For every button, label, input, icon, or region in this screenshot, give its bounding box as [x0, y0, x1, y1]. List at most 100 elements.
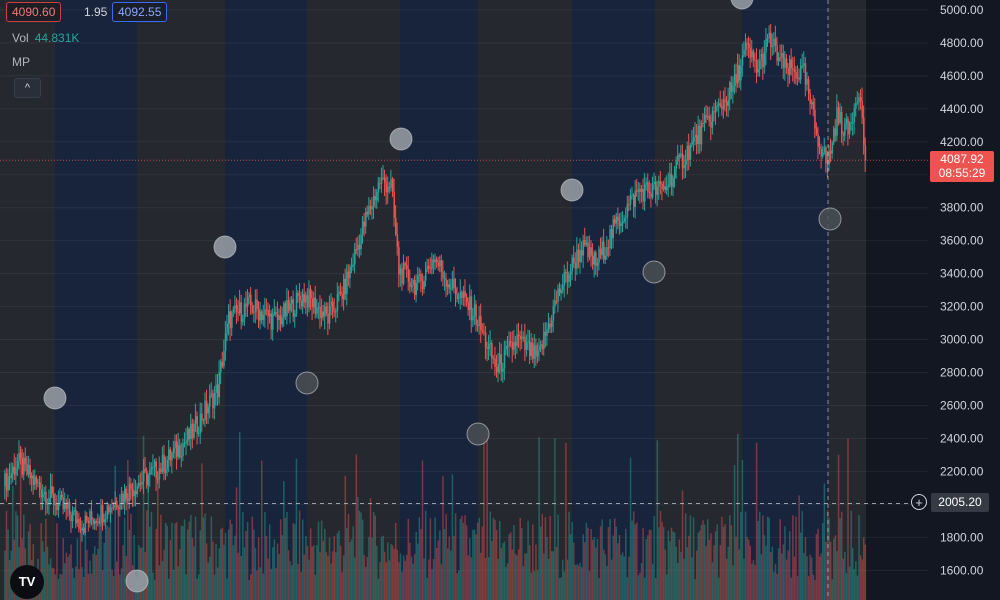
- bid-price[interactable]: 4090.60: [6, 2, 62, 22]
- candle-body: [533, 345, 536, 359]
- volume-bar: [412, 563, 414, 600]
- candle-body: [615, 216, 618, 224]
- volume-bar: [722, 527, 725, 600]
- candle-body: [806, 79, 808, 85]
- candle-body: [442, 271, 444, 279]
- volume-bar: [103, 542, 105, 600]
- volume-bar: [301, 519, 304, 600]
- ask-price[interactable]: 4092.55: [112, 2, 168, 22]
- candle-body: [62, 497, 65, 510]
- candle-body: [84, 515, 87, 534]
- volume-bar: [407, 518, 410, 600]
- candle-body: [18, 452, 20, 461]
- volume-bar: [795, 516, 797, 600]
- candle-body: [366, 211, 369, 215]
- volume-bar: [413, 554, 416, 600]
- volume-bar: [670, 527, 673, 600]
- candle-body: [760, 53, 763, 61]
- candle-body: [243, 303, 246, 320]
- candle-body: [164, 469, 167, 473]
- volume-bar: [276, 543, 279, 600]
- volume-bar: [446, 548, 449, 600]
- add-alert-icon[interactable]: +: [911, 494, 927, 510]
- candle-body: [311, 298, 314, 308]
- volume-bar: [100, 522, 102, 600]
- session-marker-icon: [818, 207, 842, 231]
- candle-body: [147, 475, 150, 486]
- candle-body: [489, 342, 492, 344]
- volume-bar: [205, 543, 208, 600]
- session-marker-icon: [642, 260, 666, 284]
- candle-body: [592, 255, 594, 265]
- volume-bar: [60, 574, 63, 600]
- volume-bar: [8, 560, 11, 600]
- volume-bar: [585, 522, 588, 600]
- candle-body: [235, 305, 238, 312]
- candle-body: [610, 229, 613, 239]
- volume-bar: [484, 558, 487, 600]
- candle-body: [100, 504, 102, 523]
- candle-body: [644, 184, 646, 202]
- volume-bar: [275, 567, 277, 600]
- candle-body: [617, 216, 619, 222]
- candle-body: [253, 311, 255, 313]
- session-marker-icon: [389, 127, 413, 151]
- volume-bar: [588, 570, 591, 600]
- volume-bar: [12, 485, 14, 600]
- session-marker-icon: [466, 422, 490, 446]
- candle-body: [185, 440, 187, 443]
- volume-bar: [639, 572, 641, 600]
- tradingview-logo-icon[interactable]: TV: [10, 565, 44, 599]
- candle-body: [273, 312, 276, 315]
- candle-body: [215, 384, 217, 393]
- candle-body: [486, 347, 488, 349]
- volume-bar: [234, 535, 236, 600]
- volume-bar: [98, 515, 101, 600]
- volume-bar: [213, 574, 216, 600]
- candle-body: [201, 413, 203, 421]
- candle-body: [670, 173, 673, 188]
- candle-body: [338, 291, 340, 295]
- collapse-legend-button[interactable]: ^: [14, 78, 41, 98]
- volume-bar: [256, 570, 258, 600]
- volume-bar: [735, 536, 737, 600]
- volume-bar: [752, 560, 755, 600]
- volume-bar: [721, 516, 723, 600]
- volume-bar: [190, 514, 192, 600]
- volume-bar: [645, 539, 648, 600]
- candle-body: [246, 297, 249, 307]
- candle-body: [144, 469, 146, 471]
- indicator-label[interactable]: MP: [12, 55, 30, 69]
- volume-bar: [483, 438, 485, 600]
- volume-bar: [525, 553, 528, 600]
- volume-bar: [172, 569, 175, 600]
- candle-body: [752, 50, 755, 61]
- y-tick-label: 1800.00: [940, 530, 984, 544]
- volume-bar: [574, 564, 577, 600]
- volume-bar: [757, 521, 759, 600]
- volume-bar: [399, 553, 402, 600]
- volume-bar: [445, 513, 447, 600]
- candle-body: [833, 128, 835, 143]
- candle-body: [284, 303, 287, 317]
- candle-body: [623, 218, 626, 222]
- volume-bar: [596, 538, 599, 600]
- volume-bar: [202, 517, 205, 600]
- volume-bar: [344, 475, 347, 600]
- volume-bar: [743, 558, 745, 600]
- candle-body: [811, 101, 813, 105]
- candle-body: [70, 514, 72, 522]
- candle-body: [465, 296, 468, 303]
- volume-bar: [372, 511, 375, 600]
- candle-body: [582, 239, 585, 256]
- volume-bar: [393, 548, 395, 600]
- volume-bar: [331, 551, 334, 600]
- candle-body: [136, 486, 139, 494]
- volume-bar: [851, 548, 854, 600]
- candle-body: [814, 109, 816, 129]
- candle-body: [220, 361, 222, 373]
- candle-body: [305, 295, 307, 303]
- candle-body: [581, 250, 583, 256]
- candle-body: [202, 420, 205, 422]
